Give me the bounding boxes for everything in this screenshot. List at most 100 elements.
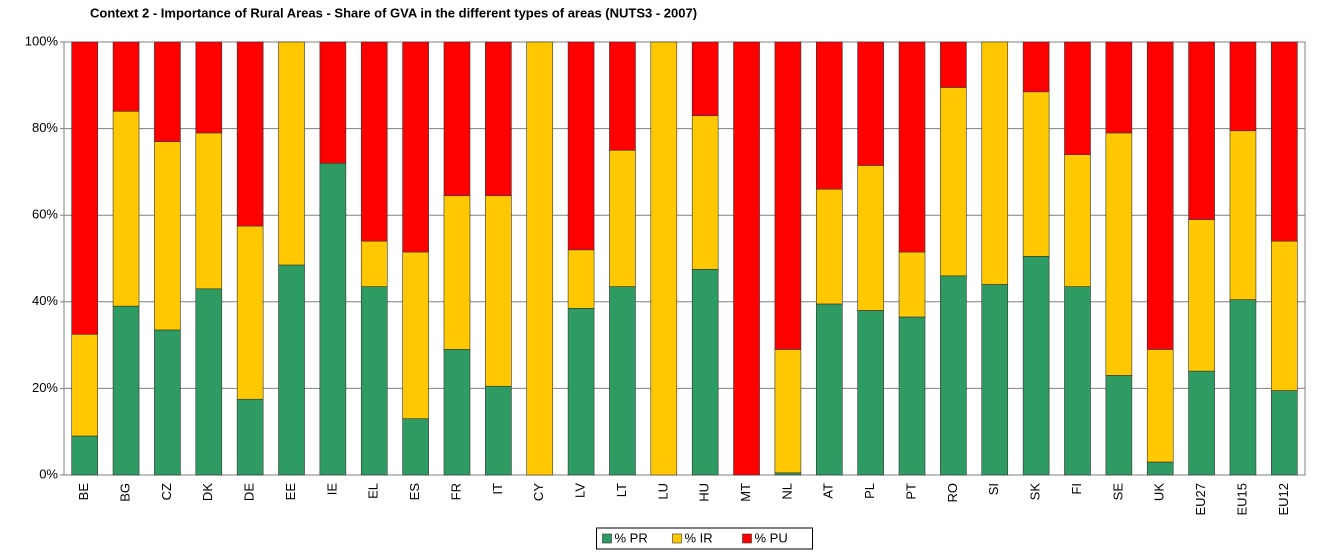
bar-segment (154, 41, 181, 142)
bar-segment (485, 385, 512, 476)
bar-segment (319, 162, 347, 476)
x-tick-label: HU (697, 483, 712, 502)
bar-segment (1146, 41, 1174, 350)
y-tick-label: 20% (32, 380, 58, 395)
x-tick-label: SK (1028, 483, 1043, 501)
bar-segment (609, 286, 636, 476)
x-tick-label: LT (614, 483, 629, 497)
bar-segment (360, 240, 388, 287)
bar-segment (1146, 461, 1174, 476)
bar-segment (691, 115, 719, 270)
bar-segment (236, 41, 264, 227)
bar-segment (567, 41, 595, 251)
y-tick-label: 60% (32, 207, 58, 222)
x-tick-label: UK (1152, 483, 1167, 501)
bar-segment (1271, 41, 1298, 242)
x-tick-label: DE (242, 483, 257, 501)
bar-segment (691, 41, 719, 116)
bar-segment (195, 41, 223, 134)
bar-segment (71, 435, 98, 476)
x-tick-label: FI (1069, 483, 1084, 495)
bar-segment (319, 41, 347, 164)
bar-segment (981, 284, 1009, 476)
bar-segment (1105, 41, 1133, 134)
bar-segment (443, 41, 471, 197)
bar-segment (1188, 370, 1215, 476)
legend-swatch (742, 533, 752, 544)
bar-segment (154, 141, 181, 331)
bar-segment (443, 195, 471, 350)
x-tick-label: ES (407, 483, 422, 501)
bar-segment (567, 307, 595, 476)
bar-segment (485, 41, 512, 197)
bar-segment (1271, 240, 1298, 391)
x-tick-label: PL (862, 483, 877, 499)
bar-segment (443, 349, 471, 476)
bar-segment (402, 418, 429, 476)
bar-segment (1229, 299, 1257, 476)
bar-segment (609, 41, 636, 151)
x-tick-label: MT (738, 483, 753, 502)
bar-segment (195, 288, 223, 476)
bar-segment (236, 398, 264, 476)
x-tick-label: IT (490, 483, 505, 495)
x-tick-label: RO (945, 483, 960, 503)
bar-segment (1188, 41, 1215, 220)
bar-segment (526, 41, 554, 476)
bar-segment (857, 310, 884, 476)
bar-segment (71, 333, 98, 437)
x-tick-label: BE (76, 483, 91, 501)
bar-segment (898, 316, 926, 476)
bar-segment (1105, 132, 1133, 376)
x-tick-label: CZ (159, 483, 174, 500)
bar-segment (733, 41, 760, 476)
legend-label: % PU (755, 530, 788, 545)
bar-segment (278, 41, 305, 266)
bar-segment (815, 188, 843, 305)
bar-segment (898, 251, 926, 318)
bar-segment (112, 305, 140, 476)
x-tick-label: SI (986, 483, 1001, 495)
x-tick-label: DK (200, 483, 215, 501)
y-tick-label: 0% (39, 466, 58, 481)
bar-segment (774, 472, 802, 476)
x-tick-label: NL (779, 483, 794, 500)
legend-swatch (602, 533, 612, 544)
chart-title: Context 2 - Importance of Rural Areas - … (90, 5, 697, 20)
x-tick-label: SE (1110, 483, 1125, 501)
bar-segment (402, 41, 429, 253)
bar-segment (1146, 349, 1174, 463)
y-tick-label: 80% (32, 120, 58, 135)
bar-segment (112, 110, 140, 307)
bar-segment (278, 264, 305, 476)
x-tick-label: EU15 (1234, 483, 1249, 516)
bar-segment (857, 165, 884, 311)
bar-segment (1064, 286, 1091, 476)
bar-segment (898, 41, 926, 253)
bar-segment (402, 251, 429, 420)
bar-segment (1271, 390, 1298, 476)
bar-segment (815, 41, 843, 190)
bar-segment (691, 269, 719, 476)
x-tick-label: EU12 (1276, 483, 1291, 516)
bar-segment (1022, 256, 1050, 476)
legend-label: % PR (615, 530, 648, 545)
bar-segment (112, 41, 140, 112)
bar-segment (940, 41, 967, 88)
bar-segment (1105, 375, 1133, 476)
x-tick-label: AT (821, 483, 836, 499)
bar-segment (981, 41, 1009, 285)
bar-segment (1022, 91, 1050, 257)
bar-segment (1064, 41, 1091, 155)
bar-segment (360, 286, 388, 476)
y-tick-label: 40% (32, 293, 58, 308)
legend-label: % IR (685, 530, 713, 545)
x-tick-label: LV (573, 483, 588, 498)
bar-segment (236, 225, 264, 400)
bar-segment (609, 149, 636, 287)
bar-segment (195, 132, 223, 290)
bar-segment (940, 275, 967, 476)
bar-segment (1064, 154, 1091, 287)
bar-segment (940, 87, 967, 277)
